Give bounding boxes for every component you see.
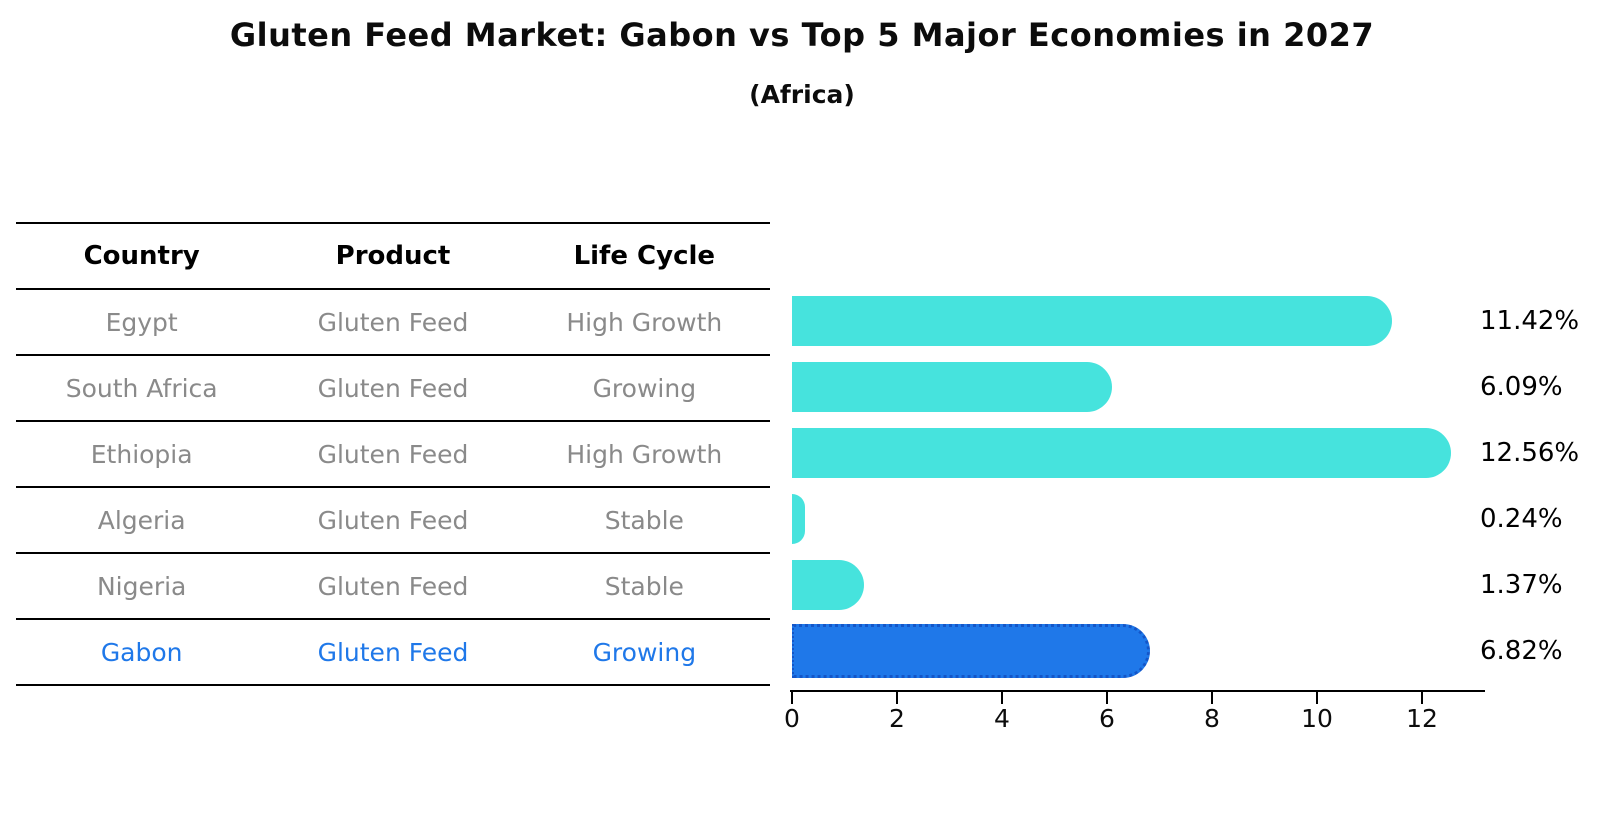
value-label-south-africa: 6.09% — [1480, 372, 1563, 402]
product-cell: Gluten Feed — [317, 637, 469, 667]
lifecycle-cell: Growing — [592, 373, 697, 403]
header-cell-country: Country — [83, 241, 200, 271]
chart-subtitle: (Africa) — [749, 80, 855, 109]
x-tick-label: 0 — [784, 704, 800, 733]
bar-ethiopia — [792, 428, 1452, 478]
table-row: Ethiopia Gluten Feed High Growth — [16, 422, 770, 488]
x-tick — [1316, 692, 1318, 704]
x-tick-label: 12 — [1406, 704, 1438, 733]
x-tick-label: 4 — [994, 704, 1010, 733]
x-tick — [791, 692, 793, 704]
lifecycle-cell: High Growth — [566, 307, 723, 337]
bar-south-africa — [792, 362, 1112, 412]
table-row: Nigeria Gluten Feed Stable — [16, 554, 770, 620]
x-tick — [1421, 692, 1423, 704]
x-tick — [1001, 692, 1003, 704]
x-tick-label: 10 — [1301, 704, 1333, 733]
table-header: Country Product Life Cycle — [16, 222, 770, 290]
table-row: Gabon Gluten Feed Growing — [16, 620, 770, 686]
x-tick-label: 8 — [1204, 704, 1220, 733]
product-cell: Gluten Feed — [317, 439, 469, 469]
value-label-nigeria: 1.37% — [1480, 570, 1563, 600]
product-cell: Gluten Feed — [317, 307, 469, 337]
table-row: Egypt Gluten Feed High Growth — [16, 290, 770, 356]
country-cell: Nigeria — [96, 571, 187, 601]
value-label-egypt: 11.42% — [1480, 306, 1580, 336]
bar-algeria — [792, 494, 805, 544]
country-cell: Egypt — [105, 307, 178, 337]
product-cell: Gluten Feed — [317, 505, 469, 535]
bar-egypt — [792, 296, 1392, 346]
bar-nigeria — [792, 560, 864, 610]
data-table: Country Product Life Cycle Egypt Gluten … — [16, 222, 770, 686]
lifecycle-cell: Stable — [604, 505, 684, 535]
value-label-algeria: 0.24% — [1480, 504, 1563, 534]
plot-area — [792, 288, 1485, 684]
bar-gabon — [792, 624, 1151, 678]
x-tick-label: 6 — [1099, 704, 1115, 733]
x-tick — [896, 692, 898, 704]
x-tick-label: 2 — [889, 704, 905, 733]
table-row: South Africa Gluten Feed Growing — [16, 356, 770, 422]
lifecycle-cell: High Growth — [566, 439, 723, 469]
product-cell: Gluten Feed — [317, 373, 469, 403]
header-cell-lifecycle: Life Cycle — [573, 241, 716, 271]
x-axis — [790, 690, 1485, 692]
country-cell: Algeria — [97, 505, 186, 535]
country-cell: South Africa — [65, 373, 218, 403]
x-tick — [1211, 692, 1213, 704]
header-cell-product: Product — [335, 241, 451, 271]
country-cell: Gabon — [100, 637, 183, 667]
table-body: Egypt Gluten Feed High Growth South Afri… — [16, 290, 770, 686]
product-cell: Gluten Feed — [317, 571, 469, 601]
value-labels: 11.42% 6.09% 12.56% 0.24% 1.37% 6.82% — [1480, 288, 1604, 684]
value-label-gabon: 6.82% — [1480, 636, 1563, 666]
chart-title: Gluten Feed Market: Gabon vs Top 5 Major… — [229, 16, 1375, 54]
country-cell: Ethiopia — [90, 439, 193, 469]
value-label-ethiopia: 12.56% — [1480, 438, 1580, 468]
lifecycle-cell: Growing — [592, 637, 697, 667]
x-tick — [1106, 692, 1108, 704]
lifecycle-cell: Stable — [604, 571, 684, 601]
table-row: Algeria Gluten Feed Stable — [16, 488, 770, 554]
